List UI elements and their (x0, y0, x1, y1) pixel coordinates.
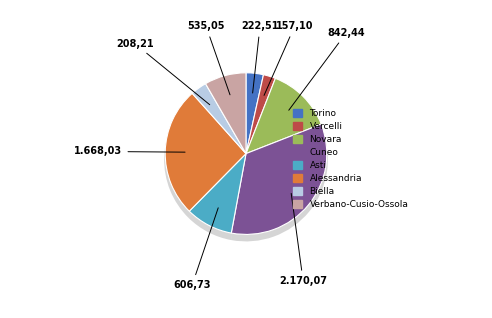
Wedge shape (205, 78, 246, 160)
Text: 222,51: 222,51 (241, 22, 279, 93)
Text: 535,05: 535,05 (187, 22, 230, 95)
Wedge shape (246, 80, 276, 160)
Wedge shape (246, 78, 264, 160)
Wedge shape (189, 154, 246, 233)
Text: 606,73: 606,73 (173, 208, 218, 290)
Text: 842,44: 842,44 (289, 28, 365, 110)
Wedge shape (246, 83, 322, 160)
Wedge shape (231, 130, 328, 241)
Text: 2.170,07: 2.170,07 (279, 193, 327, 286)
Wedge shape (165, 93, 246, 211)
Text: 208,21: 208,21 (116, 39, 210, 105)
Wedge shape (188, 160, 246, 240)
Wedge shape (206, 73, 246, 154)
Wedge shape (246, 73, 264, 154)
Text: 157,10: 157,10 (264, 22, 313, 95)
Wedge shape (246, 75, 276, 154)
Wedge shape (164, 99, 246, 218)
Wedge shape (246, 78, 321, 154)
Wedge shape (231, 124, 327, 234)
Wedge shape (192, 84, 246, 154)
Text: 1.668,03: 1.668,03 (74, 147, 185, 156)
Legend: Torino, Vercelli, Novara, Cuneo, Asti, Alessandria, Biella, Verbano-Cusio-Ossola: Torino, Vercelli, Novara, Cuneo, Asti, A… (293, 109, 408, 209)
Wedge shape (191, 89, 246, 160)
